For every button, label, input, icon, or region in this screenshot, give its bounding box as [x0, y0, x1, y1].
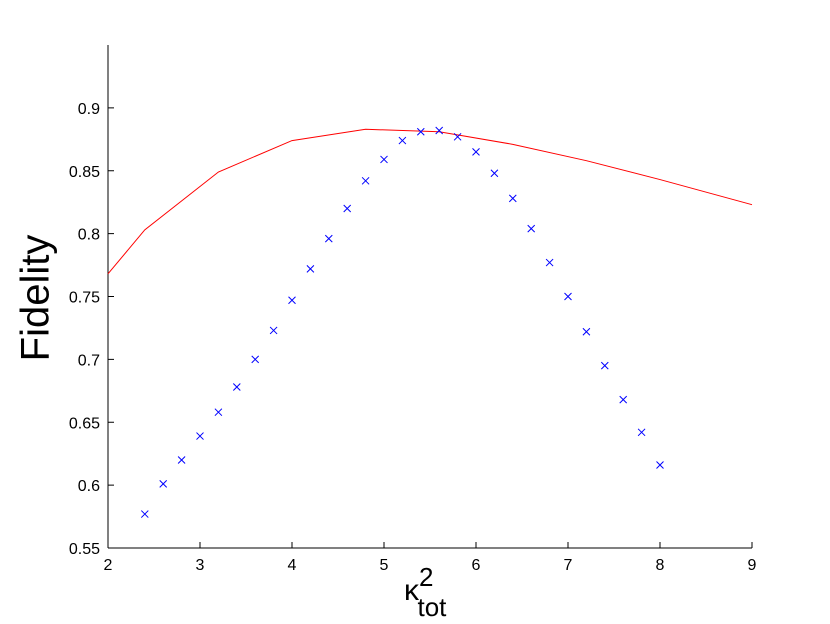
data-point [343, 204, 352, 213]
data-point [251, 355, 260, 364]
data-point [527, 224, 536, 233]
data-point [545, 258, 554, 267]
data-point [324, 234, 333, 243]
y-tick-label: 0.9 [78, 101, 100, 118]
y-tick-label: 0.8 [78, 227, 100, 244]
x-tick-label: 2 [104, 557, 113, 574]
data-point [288, 296, 296, 305]
y-tick-label: 0.85 [69, 164, 100, 181]
data-point [637, 428, 646, 437]
y-axis-label: Fidelity [14, 235, 58, 362]
x-tick-label: 5 [380, 557, 389, 574]
data-point [196, 432, 204, 440]
x-tick-label: 9 [748, 557, 757, 574]
x-tick-label: 8 [656, 557, 665, 574]
x-axis-label: κ2 tot [404, 562, 447, 622]
x-tick-label: 4 [288, 557, 297, 574]
data-point [490, 169, 499, 178]
data-point [232, 383, 241, 391]
data-point [159, 480, 168, 488]
data-point [380, 155, 388, 164]
data-point [269, 326, 278, 335]
data-line [107, 128, 753, 275]
data-point [453, 132, 462, 141]
x-label-sub: tot [417, 592, 447, 622]
y-tick-label: 0.6 [78, 478, 100, 495]
data-point [306, 264, 315, 273]
data-point [600, 361, 609, 370]
x-label-sup: 2 [419, 562, 433, 592]
y-tick-label: 0.75 [69, 290, 100, 307]
y-tick-label: 0.55 [69, 541, 100, 558]
data-point [508, 194, 517, 203]
data-point [361, 176, 370, 185]
x-tick-label: 6 [472, 557, 481, 574]
data-point [177, 456, 186, 464]
data-point [435, 126, 444, 135]
y-tick-label: 0.7 [78, 352, 100, 369]
data-point [582, 327, 591, 336]
data-point [140, 510, 149, 518]
x-tick-label: 7 [564, 557, 573, 574]
data-point [656, 461, 664, 469]
x-tick-label: 3 [196, 557, 205, 574]
data-point [619, 395, 628, 404]
data-point [416, 127, 425, 136]
data-point [472, 148, 480, 156]
data-point [564, 292, 572, 301]
x-label-base: κ [404, 574, 420, 607]
y-tick-label: 0.65 [69, 415, 100, 432]
data-point [214, 408, 223, 417]
data-point [398, 136, 407, 145]
